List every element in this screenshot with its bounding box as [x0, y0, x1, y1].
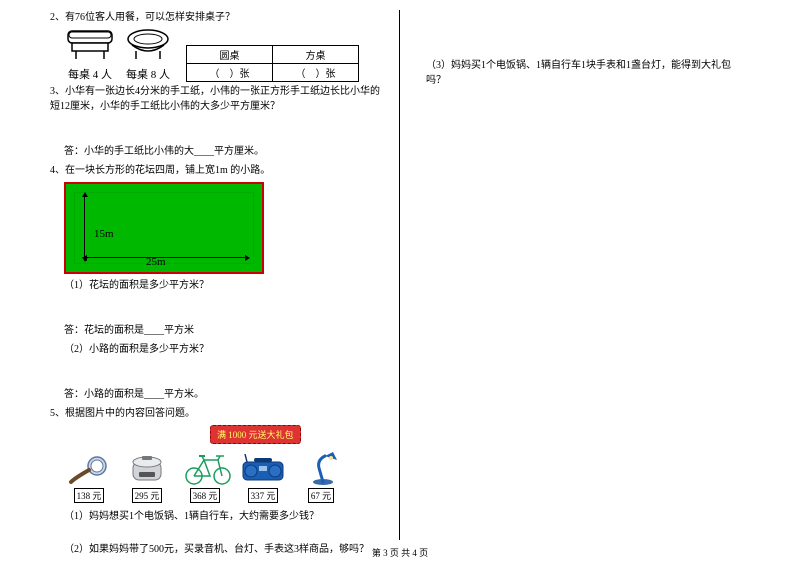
page-footer: 第 3 页 共 4 页: [0, 546, 800, 559]
round-table-icon: 每桌 8 人: [122, 29, 174, 82]
right-column: （3）妈妈买1个电饭锅、1辆自行车1块手表和1盏台灯，能得到大礼包吗？: [400, 10, 750, 540]
table-cell: （ ）张: [273, 64, 359, 82]
left-column: 2、有76位客人用餐，可以怎样安排桌子？ 每桌 4 人: [50, 10, 400, 540]
q5-sub3: （3）妈妈买1个电饭锅、1辆自行车1块手表和1盏台灯，能得到大礼包吗？: [412, 58, 750, 88]
page-content: 2、有76位客人用餐，可以怎样安排桌子？ 每桌 4 人: [0, 0, 800, 540]
lamp-icon: [301, 448, 341, 486]
price-tag: 368 元: [190, 488, 221, 503]
q3-text: 3、小华有一张边长4分米的手工纸，小伟的一张正方形手工纸边长比小华的短12厘米，…: [50, 84, 387, 114]
promo-banner: 满 1000 元送大礼包: [50, 425, 387, 444]
item-watch: 138 元: [64, 452, 114, 503]
table-header: 方桌: [273, 46, 359, 64]
table-cell: （ ）张: [187, 64, 273, 82]
q2-tables-row: 每桌 4 人 每桌 8 人 圆桌 方桌 （ ）张: [64, 29, 387, 82]
flowerbed-diagram: 15m 25m: [64, 182, 264, 274]
table-header: 圆桌: [187, 46, 273, 64]
q5-items-row: 138 元 295 元: [64, 448, 387, 503]
square-table-icon: 每桌 4 人: [64, 29, 116, 82]
q4-ans2: 答：小路的面积是____平方米。: [64, 385, 387, 400]
price-tag: 67 元: [308, 488, 334, 503]
promo-text: 满 1000 元送大礼包: [210, 425, 301, 444]
cooker-icon: [127, 452, 167, 486]
q4-ans1: 答：花坛的面积是____平方米: [64, 321, 387, 336]
flowerbed-width-label: 25m: [146, 256, 166, 268]
q4-sub1: （1）花坛的面积是多少平方米？: [50, 278, 387, 293]
square-table-label: 每桌 4 人: [64, 66, 116, 82]
q4-sub2: （2）小路的面积是多少平方米？: [50, 342, 387, 357]
flowerbed-height-label: 15m: [94, 228, 114, 240]
radio-icon: [239, 452, 287, 486]
price-tag: 295 元: [132, 488, 163, 503]
item-bicycle: 368 元: [180, 450, 230, 503]
watch-icon: [67, 452, 111, 486]
price-tag: 337 元: [248, 488, 279, 503]
q2-answer-table: 圆桌 方桌 （ ）张 （ ）张: [186, 45, 359, 82]
q2-text: 2、有76位客人用餐，可以怎样安排桌子？: [50, 10, 387, 25]
bicycle-icon: [180, 450, 236, 486]
item-lamp: 67 元: [296, 448, 346, 503]
price-tag: 138 元: [74, 488, 105, 503]
round-table-label: 每桌 8 人: [122, 66, 174, 82]
q4-text: 4、在一块长方形的花坛四周，铺上宽1m 的小路。: [50, 163, 387, 178]
q5-text: 5、根据图片中的内容回答问题。: [50, 406, 387, 421]
q5-sub1: （1）妈妈想买1个电饭锅、1辆自行车，大约需要多少钱？: [50, 509, 387, 524]
item-radio: 337 元: [238, 452, 288, 503]
item-cooker: 295 元: [122, 452, 172, 503]
q3-answer: 答：小华的手工纸比小伟的大____平方厘米。: [64, 142, 387, 157]
